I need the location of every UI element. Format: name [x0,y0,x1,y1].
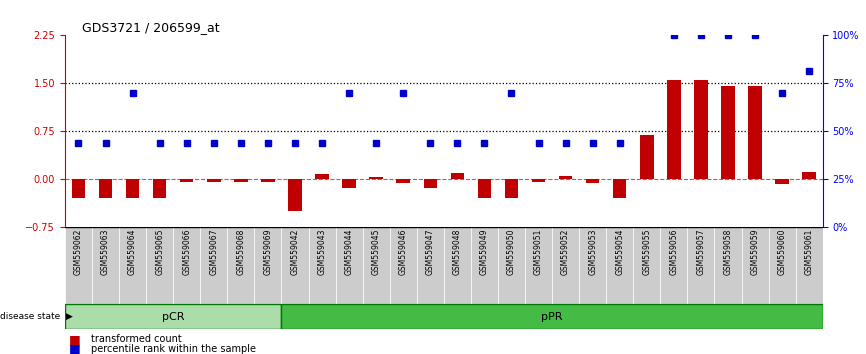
Bar [471,227,498,304]
Bar [227,227,255,304]
Text: GSM559059: GSM559059 [751,229,759,275]
Bar [234,179,248,182]
Text: GSM559044: GSM559044 [345,229,353,275]
Bar [803,172,816,179]
Text: GSM559057: GSM559057 [696,229,706,275]
Bar [363,227,390,304]
Text: pCR: pCR [162,312,184,322]
Bar [281,227,308,304]
Text: GSM559069: GSM559069 [263,229,273,275]
Bar [315,174,329,179]
Text: GSM559060: GSM559060 [778,229,786,275]
Text: GSM559052: GSM559052 [561,229,570,275]
Bar [586,179,599,183]
Text: GSM559055: GSM559055 [643,229,651,275]
Bar [775,179,789,184]
Text: transformed count: transformed count [91,334,182,344]
Bar [397,179,410,183]
Bar [633,227,660,304]
Bar [667,80,681,179]
Bar [72,179,85,198]
Text: GSM559043: GSM559043 [318,229,326,275]
Bar [579,227,606,304]
Bar [119,227,146,304]
Bar [553,227,579,304]
Bar [714,227,741,304]
Text: GSM559062: GSM559062 [74,229,83,275]
Bar [99,179,113,198]
Text: GSM559045: GSM559045 [372,229,381,275]
Bar [525,227,553,304]
Text: GSM559063: GSM559063 [101,229,110,275]
Text: pPR: pPR [541,312,563,322]
Text: GSM559046: GSM559046 [398,229,408,275]
Bar [505,179,518,198]
Bar [660,227,688,304]
Bar [200,227,227,304]
Text: GSM559048: GSM559048 [453,229,462,275]
Text: GSM559067: GSM559067 [210,229,218,275]
Bar [281,304,823,329]
Bar [748,86,762,179]
Bar [640,136,654,179]
Bar [443,227,471,304]
Bar [478,179,491,198]
Bar [65,304,281,329]
Text: disease state  ▶: disease state ▶ [0,312,73,321]
Text: GSM559049: GSM559049 [480,229,489,275]
Text: GSM559042: GSM559042 [290,229,300,275]
Bar [606,227,633,304]
Bar [308,227,335,304]
Text: GSM559047: GSM559047 [426,229,435,275]
Bar [613,179,626,198]
Bar [559,176,572,179]
Text: percentile rank within the sample: percentile rank within the sample [91,344,256,354]
Bar [688,227,714,304]
Bar [417,227,443,304]
Bar [255,227,281,304]
Bar [721,86,734,179]
Bar [796,227,823,304]
Bar [146,227,173,304]
Text: ■: ■ [69,333,81,346]
Text: GDS3721 / 206599_at: GDS3721 / 206599_at [82,21,220,34]
Bar [92,227,119,304]
Bar [153,179,166,198]
Bar [288,179,301,211]
Text: GSM559050: GSM559050 [507,229,516,275]
Bar [342,179,356,188]
Bar [768,227,796,304]
Bar [262,179,275,182]
Bar [498,227,525,304]
Text: GSM559068: GSM559068 [236,229,245,275]
Bar [450,173,464,179]
Bar [207,179,221,182]
Text: GSM559054: GSM559054 [615,229,624,275]
Bar [173,227,200,304]
Text: GSM559066: GSM559066 [182,229,191,275]
Bar [390,227,417,304]
Text: GSM559061: GSM559061 [805,229,814,275]
Text: GSM559065: GSM559065 [155,229,165,275]
Bar [335,227,363,304]
Text: GSM559064: GSM559064 [128,229,137,275]
Bar [695,80,708,179]
Bar [532,179,546,182]
Text: GSM559053: GSM559053 [588,229,598,275]
Text: ■: ■ [69,342,81,354]
Bar [741,227,768,304]
Bar [180,179,193,182]
Bar [126,179,139,198]
Bar [65,227,92,304]
Text: GSM559056: GSM559056 [669,229,678,275]
Text: GSM559058: GSM559058 [723,229,733,275]
Bar [423,179,437,188]
Bar [370,177,383,179]
Text: GSM559051: GSM559051 [534,229,543,275]
